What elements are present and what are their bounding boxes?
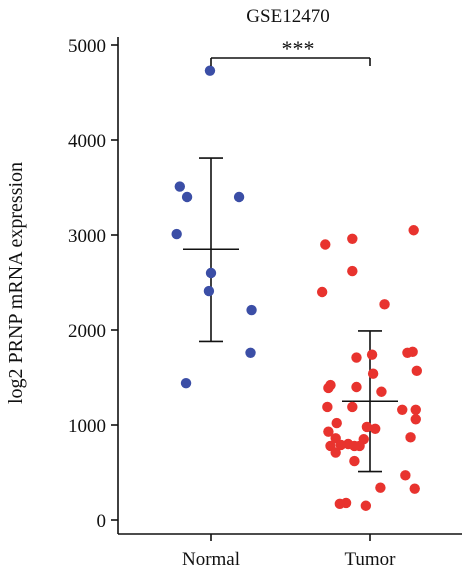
data-point <box>205 267 217 279</box>
data-point <box>322 401 333 413</box>
y-tick-label: 5000 <box>68 36 106 57</box>
data-point <box>366 349 378 360</box>
data-point <box>233 191 245 203</box>
y-tick-label: 0 <box>97 511 107 532</box>
data-point <box>347 401 358 413</box>
data-point <box>411 365 422 377</box>
y-tick-label: 1000 <box>68 416 106 437</box>
data-point <box>351 352 362 363</box>
data-point <box>171 228 182 240</box>
data-point <box>379 299 390 310</box>
x-tick-label: Tumor <box>344 549 396 570</box>
chart-title: GSE12470 <box>246 6 329 27</box>
data-point <box>375 482 386 493</box>
data-point <box>376 386 387 397</box>
significance-label: *** <box>282 36 315 61</box>
data-point <box>408 225 419 236</box>
data-points <box>171 65 422 511</box>
data-point <box>323 426 334 437</box>
data-point <box>245 347 256 358</box>
y-axis-label: log2 PRNP mRNA expression <box>5 162 27 404</box>
data-point <box>331 417 342 429</box>
data-point <box>351 381 362 393</box>
data-point <box>397 404 408 415</box>
data-point <box>174 181 185 192</box>
data-point <box>204 65 216 76</box>
data-point <box>347 265 358 277</box>
data-point <box>405 432 416 443</box>
data-point <box>349 440 360 452</box>
data-point <box>316 286 328 298</box>
data-point <box>246 304 257 316</box>
data-point <box>330 447 341 458</box>
data-point <box>180 378 192 389</box>
axes: 0 1000 2000 3000 4000 5000 Normal Tumor <box>68 36 462 570</box>
error-bars <box>183 157 398 473</box>
data-point <box>323 382 334 394</box>
data-point <box>181 191 193 203</box>
data-point <box>407 346 418 358</box>
data-point <box>335 439 347 451</box>
data-point <box>203 285 215 297</box>
y-tick-label: 2000 <box>68 321 106 342</box>
significance-bracket: *** <box>210 36 371 66</box>
data-point <box>349 455 360 467</box>
data-point <box>320 239 331 250</box>
data-point <box>360 500 372 511</box>
data-point <box>367 368 379 379</box>
data-point <box>370 423 381 434</box>
data-point <box>361 421 373 433</box>
y-tick-label: 4000 <box>68 131 106 152</box>
data-point <box>334 498 346 510</box>
data-point <box>410 404 421 415</box>
y-tick-label: 3000 <box>68 226 106 247</box>
data-point <box>347 233 358 244</box>
data-point <box>409 483 420 494</box>
x-tick-label: Normal <box>182 549 240 570</box>
data-point <box>400 470 411 481</box>
data-point <box>410 414 421 425</box>
